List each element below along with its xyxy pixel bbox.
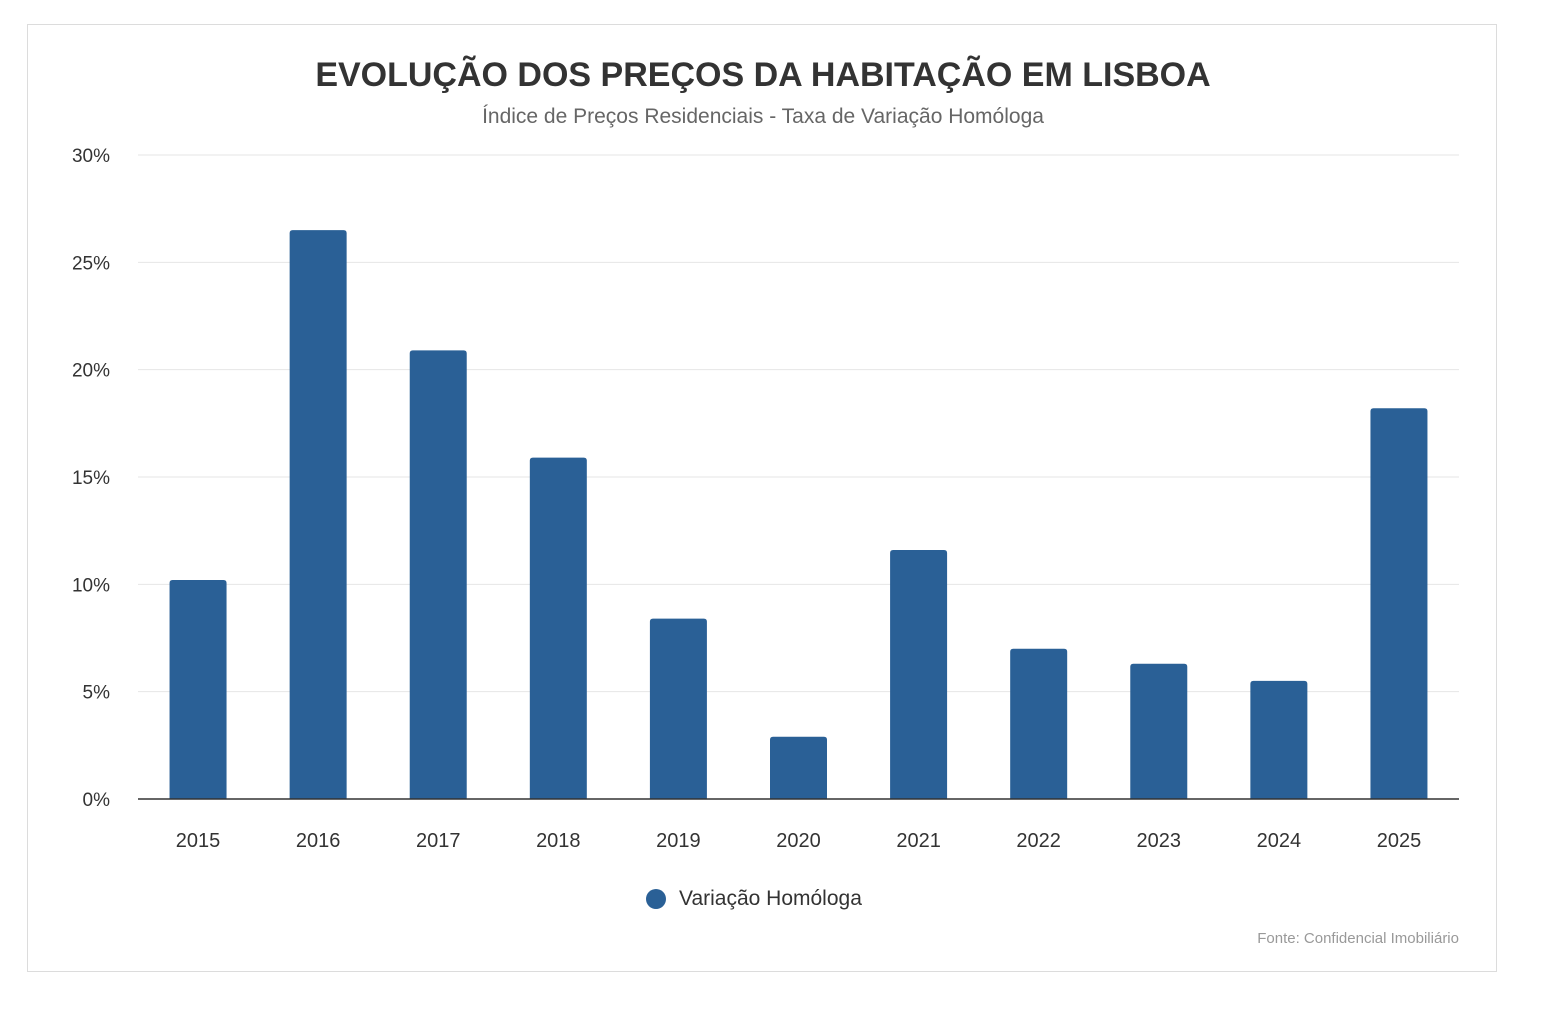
chart-subtitle: Índice de Preços Residenciais - Taxa de … — [482, 105, 1044, 128]
y-tick-label: 10% — [72, 575, 110, 596]
y-tick-label: 25% — [72, 253, 110, 274]
y-tick-label: 30% — [72, 146, 110, 167]
bar-2020 — [770, 736, 827, 799]
x-tick-label: 2025 — [1377, 830, 1422, 852]
x-tick-label: 2017 — [416, 830, 461, 852]
x-tick-label: 2023 — [1137, 830, 1182, 852]
legend[interactable]: Variação Homóloga — [646, 887, 862, 911]
bar-2018 — [529, 457, 587, 799]
bar-2017 — [409, 350, 467, 799]
x-tick-label: 2024 — [1257, 830, 1302, 852]
bar-2024 — [1250, 680, 1308, 799]
x-tick-label: 2022 — [1016, 830, 1061, 852]
source-note: Fonte: Confidencial Imobiliário — [1257, 930, 1459, 947]
bar-2025 — [1370, 408, 1428, 799]
legend-label: Variação Homóloga — [679, 887, 862, 910]
x-tick-label: 2018 — [536, 830, 581, 852]
x-tick-label: 2019 — [656, 830, 701, 852]
x-tick-label: 2020 — [776, 830, 821, 852]
bar-2019 — [649, 618, 707, 799]
x-tick-label: 2016 — [296, 830, 341, 852]
y-tick-label: 5% — [83, 683, 111, 704]
y-tick-label: 20% — [72, 361, 110, 382]
y-tick-label: 15% — [72, 468, 110, 489]
chart-title: EVOLUÇÃO DOS PREÇOS DA HABITAÇÃO EM LISB… — [315, 56, 1211, 94]
x-tick-label: 2021 — [896, 830, 941, 852]
chart-card — [27, 24, 1497, 972]
bar-2015 — [169, 580, 227, 799]
y-tick-label: 0% — [83, 790, 111, 811]
legend-marker-icon — [646, 889, 666, 909]
bar-2016 — [289, 230, 347, 800]
bar-2023 — [1130, 663, 1188, 799]
bar-2022 — [1010, 648, 1068, 799]
x-tick-label: 2015 — [176, 830, 221, 852]
bar-2021 — [890, 549, 948, 799]
